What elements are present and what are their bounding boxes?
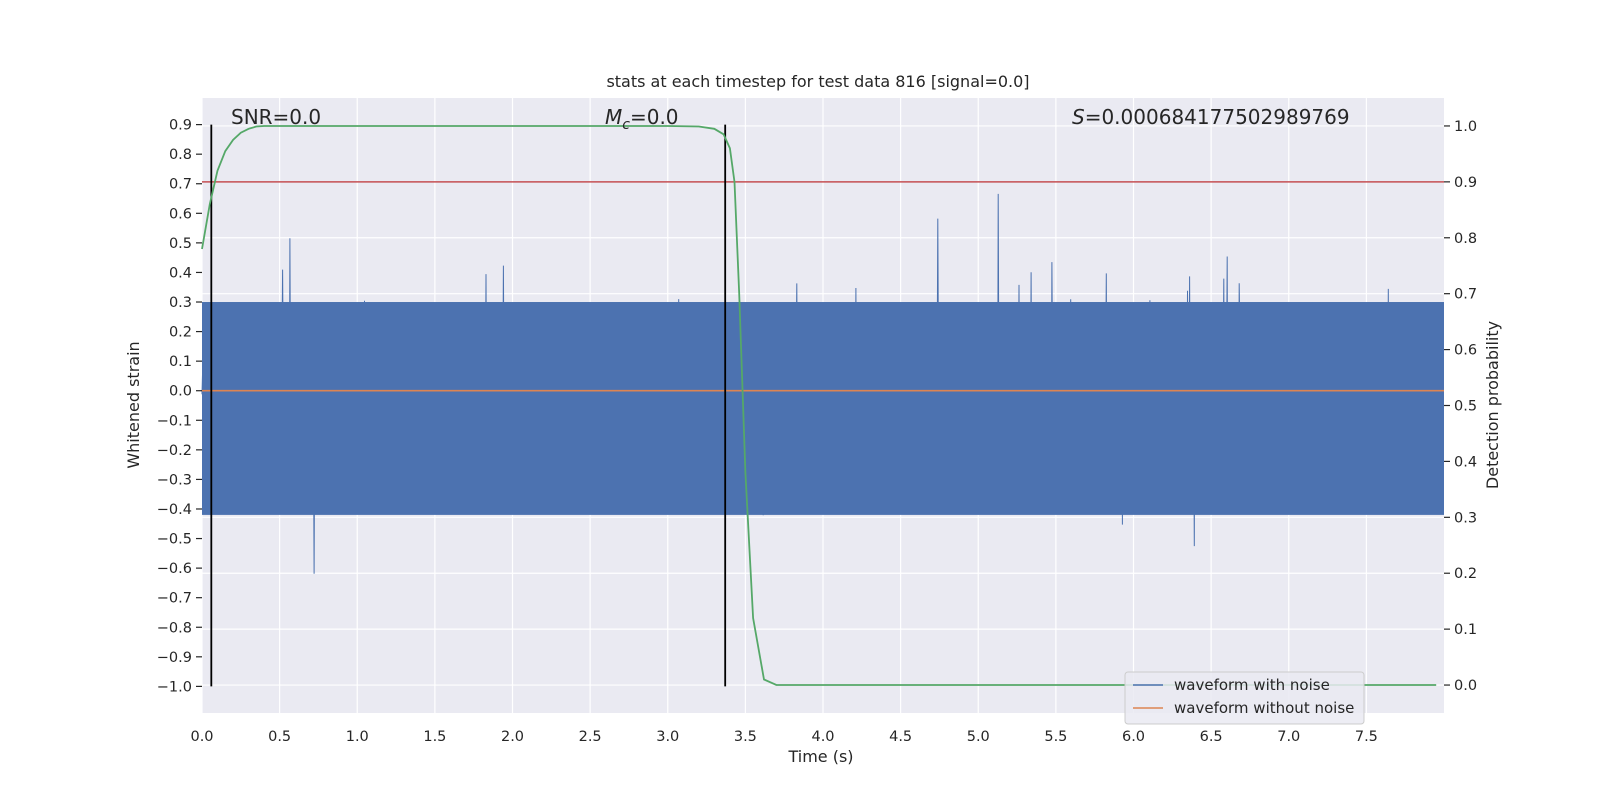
y2-tick-label-0: 1.0 [1454,119,1477,135]
y2-tick-label-2: 0.8 [1454,231,1477,247]
x-tick-label-10: 5.0 [967,729,990,745]
y2-axis-label: Detection probability [1483,321,1502,489]
y-tick-label-13: −0.4 [157,502,192,518]
legend-box [1124,671,1365,725]
chirp-mass-subscript: c [622,117,630,133]
y2-tick-label-6: 0.4 [1454,454,1477,470]
y2-tick-label-1: 0.9 [1454,175,1477,191]
y-tick-label-9: 0.0 [169,384,192,400]
x-tick-label-6: 3.0 [656,729,679,745]
chirp-mass-symbol: M [605,105,622,129]
x-tick-label-13: 6.5 [1200,729,1223,745]
x-tick-label-0: 0.0 [190,729,213,745]
x-tick-label-11: 5.5 [1044,729,1067,745]
legend: waveform with noise waveform without noi… [1124,671,1365,725]
line-series [201,124,1444,687]
y2-tick-label-8: 0.2 [1454,566,1477,582]
chirp-mass-annotation: Mc=0.0 [605,105,679,133]
chirp-mass-value: =0.0 [630,105,679,129]
y-axis-label: Whitened strain [124,341,143,468]
y-tick-label-17: −0.8 [157,620,192,636]
x-tick-label-14: 7.0 [1277,729,1300,745]
y-tick-label-11: −0.2 [157,443,192,459]
y-tick-label-12: −0.3 [157,472,192,488]
x-tick-label-12: 6.0 [1122,729,1145,745]
y-axis-ticks: 0.9 0.8 0.7 0.6 0.5 0.4 0.3 0.2 0.1 0.0 −0.1 −0.2 −0… [157,118,202,695]
y-tick-label-19: −1.0 [157,679,192,695]
x-tick-label-7: 3.5 [734,729,757,745]
y2-axis-ticks: 1.0 0.9 0.8 0.7 0.6 0.5 0.4 0.3 0.2 0.1 0.0 [1444,119,1477,694]
y-tick-label-10: −0.1 [157,413,192,429]
score-value: =0.000684177502989769 [1085,105,1350,129]
x-tick-label-1: 0.5 [268,729,291,745]
snr-annotation: SNR=0.0 [231,105,321,129]
x-tick-label-5: 2.5 [579,729,602,745]
x-tick-label-15: 7.5 [1355,729,1378,745]
y2-tick-label-10: 0.0 [1454,678,1477,694]
x-tick-label-3: 1.5 [423,729,446,745]
score-symbol: S [1072,105,1085,129]
y-tick-label-0: 0.9 [169,118,192,134]
x-tick-label-9: 4.5 [889,729,912,745]
x-axis-ticks: 0.0 0.5 1.0 1.5 2.0 2.5 3.0 3.5 4.0 4.5 5.0 5.5 6.0 6… [190,729,1377,745]
x-tick-label-8: 4.0 [811,729,834,745]
legend-label-clean: waveform without noise [1174,699,1354,717]
y2-tick-label-7: 0.3 [1454,510,1477,526]
noise-core-band [202,302,1444,515]
y-tick-label-7: 0.2 [169,325,192,341]
score-annotation: S=0.000684177502989769 [1072,105,1350,129]
legend-label-noisy: waveform with noise [1174,676,1330,694]
y-tick-label-8: 0.1 [169,354,192,370]
y-tick-label-5: 0.4 [169,265,192,281]
y2-tick-label-5: 0.5 [1454,399,1477,415]
x-tick-label-4: 2.0 [501,729,524,745]
y2-tick-label-3: 0.7 [1454,287,1477,303]
y-tick-label-15: −0.6 [157,561,192,577]
y-tick-label-18: −0.9 [157,650,192,666]
noisy-waveform-series [201,193,1444,574]
x-axis-label: Time (s) [787,747,853,766]
y2-tick-label-4: 0.6 [1454,343,1477,359]
y-tick-label-16: −0.7 [157,591,192,607]
y-tick-label-1: 0.8 [169,147,192,163]
y-tick-label-6: 0.3 [169,295,192,311]
y-tick-label-2: 0.7 [169,177,192,193]
x-tick-label-2: 1.0 [346,729,369,745]
series-detection-probability [201,125,1437,686]
y-tick-label-4: 0.5 [169,236,192,252]
chart-title: stats at each timestep for test data 816… [606,72,1029,91]
y-tick-label-3: 0.6 [169,206,192,222]
y2-tick-label-9: 0.1 [1454,622,1477,638]
y-tick-label-14: −0.5 [157,532,192,548]
